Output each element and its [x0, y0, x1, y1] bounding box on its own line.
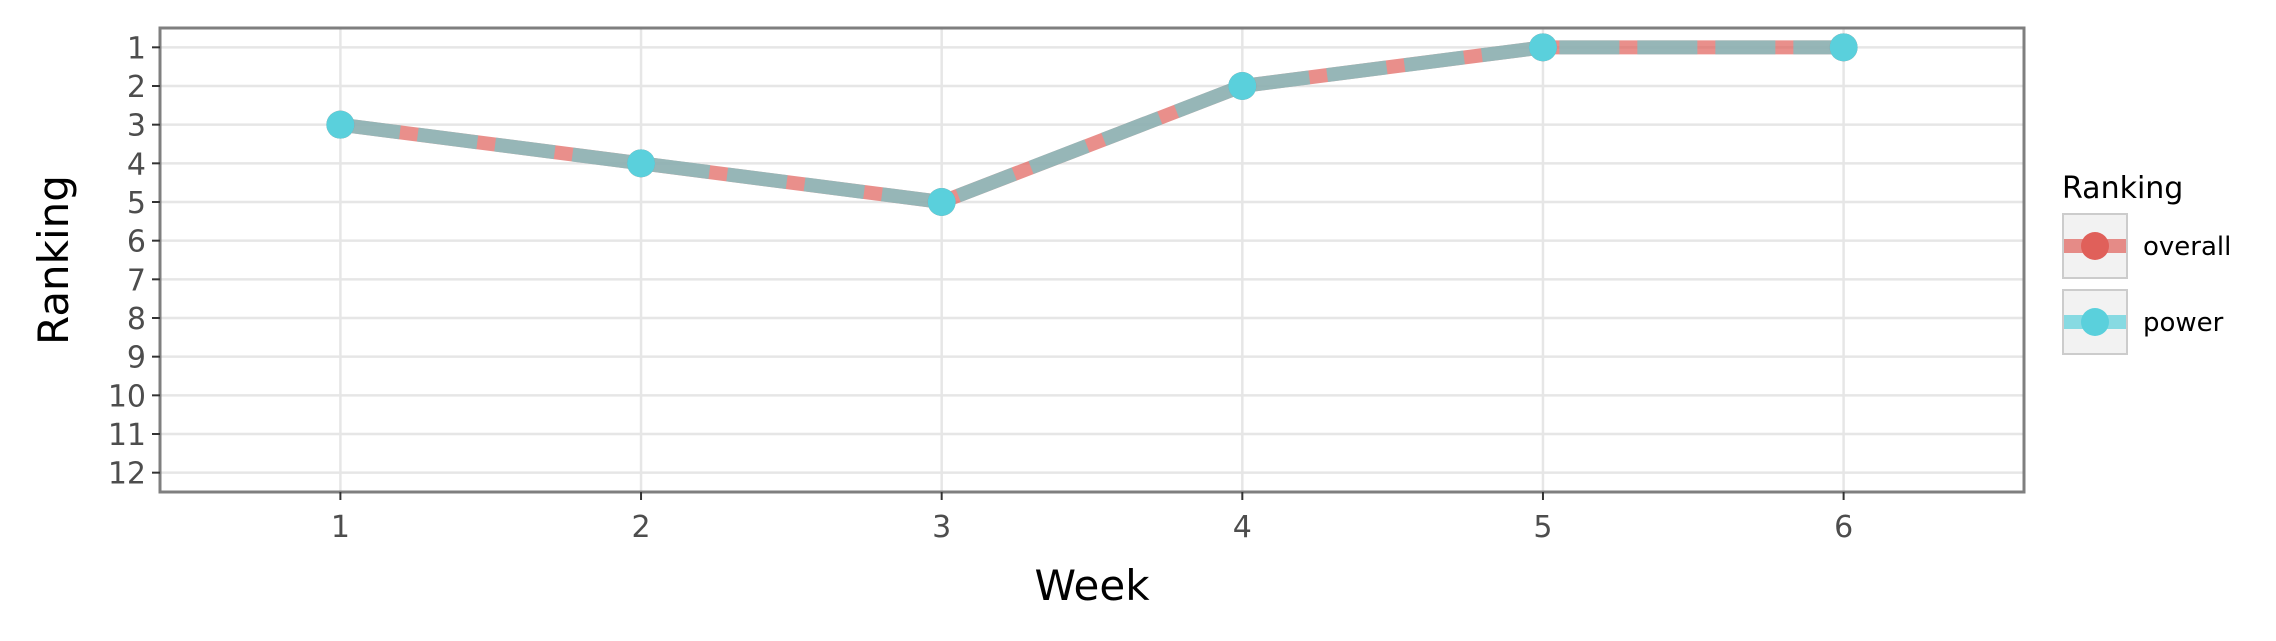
data-point-power: [326, 110, 355, 139]
legend-title: Ranking: [2062, 171, 2183, 206]
data-point-power: [1829, 33, 1858, 62]
y-tick-label: 6: [127, 225, 146, 260]
legend: Ranking overall power: [2062, 171, 2231, 355]
y-axis-title: Ranking: [29, 175, 78, 345]
series-line-power: [339, 40, 1844, 209]
x-axis-ticks: 1 2 3 4 5 6: [331, 492, 1853, 545]
y-tick-label: 7: [127, 263, 146, 298]
y-tick-label: 4: [127, 147, 146, 182]
data-point-power: [1228, 72, 1257, 100]
x-tick-label: 1: [331, 510, 350, 545]
plot-panel-border: [158, 26, 2026, 494]
data-point-power: [927, 188, 956, 216]
series-points: [326, 33, 1858, 216]
data-point-power: [627, 149, 656, 178]
y-tick-label: 3: [127, 109, 146, 144]
grid-lines: [160, 28, 2024, 492]
x-tick-label: 6: [1834, 510, 1853, 545]
y-tick-label: 12: [108, 457, 146, 492]
y-tick-label: 11: [108, 418, 146, 453]
y-tick-label: 2: [127, 70, 146, 105]
y-tick-label: 9: [127, 341, 146, 376]
y-tick-label: 8: [127, 302, 146, 337]
x-axis-title: Week: [1034, 561, 1150, 610]
x-tick-label: 5: [1533, 510, 1552, 545]
series-lines: [339, 40, 1844, 209]
legend-label-power: power: [2143, 308, 2224, 338]
x-tick-label: 3: [932, 510, 951, 545]
y-tick-label: 10: [108, 379, 146, 414]
x-tick-label: 4: [1233, 510, 1252, 545]
legend-point-power: [2081, 308, 2109, 336]
y-tick-label: 5: [127, 186, 146, 221]
legend-point-overall: [2081, 232, 2109, 260]
y-tick-label: 1: [127, 31, 146, 66]
x-tick-label: 2: [631, 510, 650, 545]
legend-label-overall: overall: [2143, 232, 2231, 262]
data-point-power: [1528, 33, 1557, 62]
